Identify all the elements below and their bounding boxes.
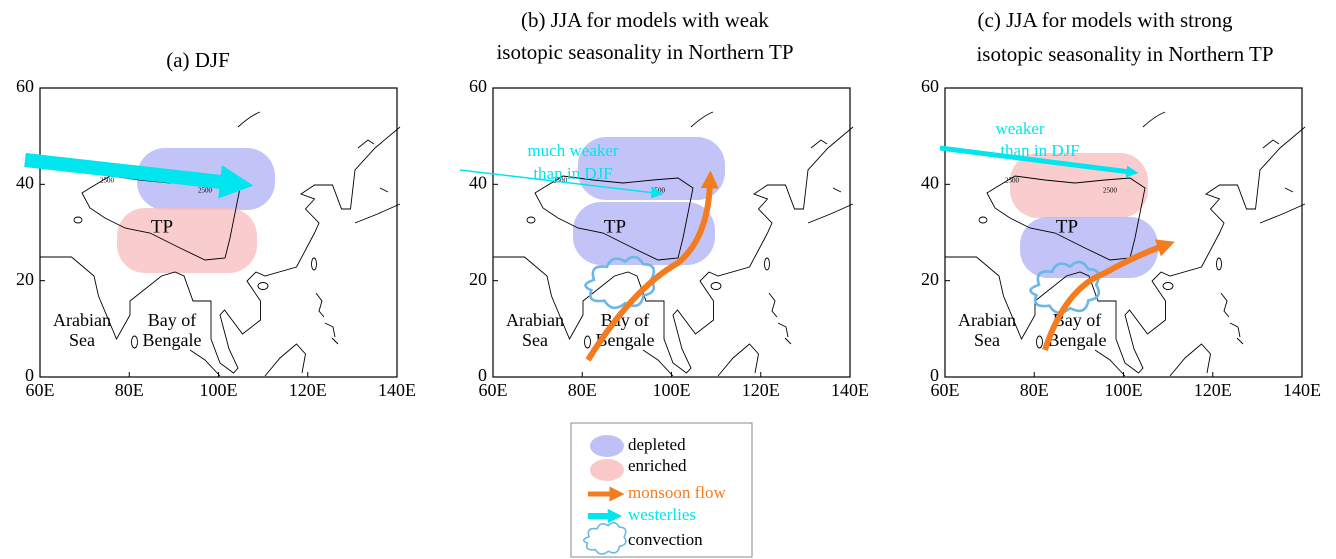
legend-label: depleted [628, 435, 686, 454]
x-tick-label: 140E [378, 380, 416, 400]
contour-label: 2500 [1103, 187, 1118, 195]
x-tick-label: 120E [1194, 380, 1232, 400]
panel-title: (b) JJA for models with weak [521, 8, 769, 32]
bay-label: Bengale [596, 330, 655, 350]
arabian-sea-label: Arabian [506, 310, 564, 330]
tp-label: TP [604, 216, 626, 237]
enriched-region [1010, 153, 1148, 218]
panel-title: (a) DJF [166, 48, 230, 72]
contour-label: 2500 [100, 177, 115, 185]
y-tick-label: 20 [16, 269, 34, 289]
x-tick-label: 100E [1105, 380, 1143, 400]
x-tick-label: 120E [289, 380, 327, 400]
annotation: weaker [995, 119, 1044, 138]
map-panel: 2500 2500 TP Arabian Bay of Sea Bengale weaker t… [939, 87, 1306, 378]
bay-label: Bay of [1053, 310, 1102, 330]
arabian-sea-label: Sea [522, 330, 548, 350]
legend-label: convection [628, 530, 703, 549]
westerlies [939, 145, 1139, 178]
contour-label: 2500 [553, 177, 568, 185]
arabian-sea-label: Arabian [53, 310, 111, 330]
map-panel: 2500 2500 TP Arabian Bay of Sea Bengale [24, 87, 401, 378]
annotation: than in DJF [1000, 141, 1079, 160]
arabian-sea-label: Sea [974, 330, 1000, 350]
x-tick-label: 120E [742, 380, 780, 400]
arabian-sea-label: Arabian [958, 310, 1016, 330]
x-tick-label: 60E [479, 380, 508, 400]
x-tick-label: 140E [1283, 380, 1321, 400]
x-tick-label: 80E [568, 380, 597, 400]
y-tick-label: 60 [469, 76, 487, 96]
annotation: than in DJF [533, 164, 612, 183]
legend-depleted-icon [590, 435, 624, 457]
monsoon-flow [1042, 239, 1175, 351]
bay-label: Bengale [143, 330, 202, 350]
arabian-sea-label: Sea [69, 330, 95, 350]
westerlies [459, 169, 664, 199]
y-tick-label: 60 [16, 76, 34, 96]
y-tick-label: 20 [469, 269, 487, 289]
y-tick-label: 0 [930, 365, 939, 385]
y-tick-label: 40 [469, 172, 487, 192]
bay-label: Bengale [1048, 330, 1107, 350]
tp-label: TP [151, 216, 173, 237]
monsoon-flow [585, 170, 719, 362]
legend-label: monsoon flow [628, 483, 726, 502]
panel-title: isotopic seasonality in Northern TP [496, 40, 793, 64]
legend: depleted enriched monsoon flow westerlies co… [570, 422, 753, 558]
x-tick-label: 140E [831, 380, 869, 400]
panel-title: (c) JJA for models with strong [978, 8, 1233, 32]
bay-label: Bay of [148, 310, 197, 330]
legend-enriched-icon [590, 459, 624, 481]
panel-title: isotopic seasonality in Northern TP [976, 42, 1273, 66]
legend-label: enriched [628, 456, 687, 475]
tp-label: TP [1056, 216, 1078, 237]
y-tick-label: 0 [25, 365, 34, 385]
x-tick-label: 60E [931, 380, 960, 400]
y-tick-label: 40 [16, 172, 34, 192]
x-tick-label: 80E [115, 380, 144, 400]
contour-label: 2500 [198, 187, 213, 195]
x-tick-label: 80E [1020, 380, 1049, 400]
contour-label: 2500 [1005, 177, 1020, 185]
enriched-region [117, 208, 257, 273]
y-tick-label: 60 [921, 76, 939, 96]
x-tick-label: 100E [653, 380, 691, 400]
x-tick-label: 60E [26, 380, 55, 400]
y-tick-label: 40 [921, 172, 939, 192]
legend-label: westerlies [628, 505, 696, 524]
westerlies [24, 153, 254, 199]
depleted-region [573, 202, 715, 265]
y-tick-label: 20 [921, 269, 939, 289]
y-tick-label: 0 [478, 365, 487, 385]
x-tick-label: 100E [200, 380, 238, 400]
annotation: much weaker [527, 141, 618, 160]
depleted-region [578, 137, 725, 200]
